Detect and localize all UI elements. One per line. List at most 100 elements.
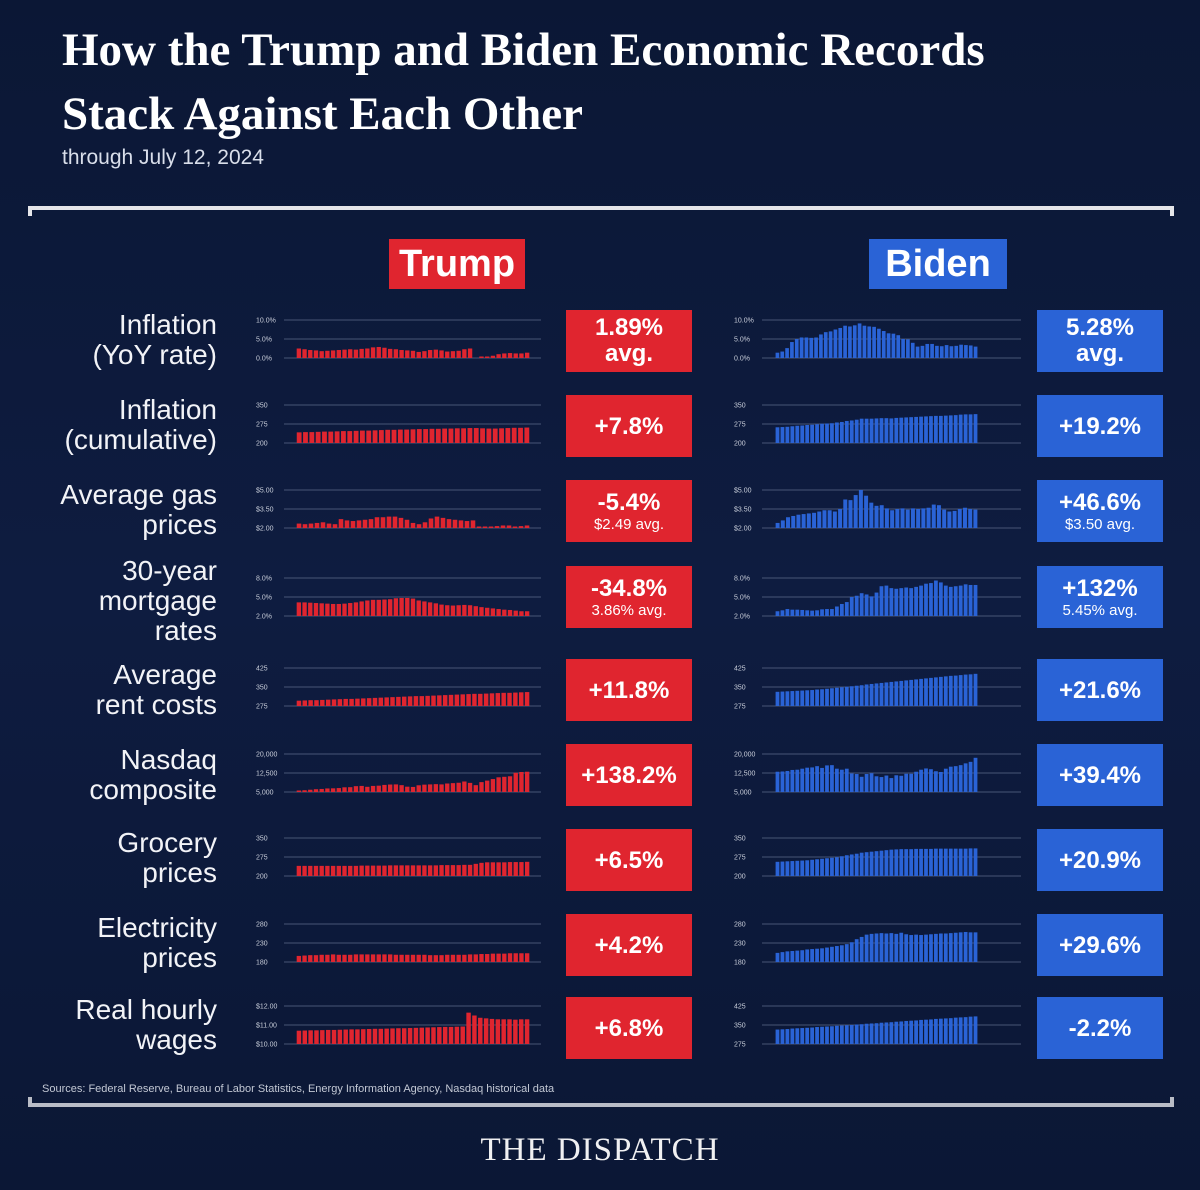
biden-average-note: 5.45% avg. <box>1062 602 1138 619</box>
chart-bar <box>929 677 933 706</box>
chart-bar <box>296 432 302 443</box>
chart-bar <box>815 1027 819 1044</box>
chart-bar <box>848 500 853 528</box>
chart-bar <box>820 1026 824 1044</box>
chart-bar <box>929 934 933 962</box>
chart-bar <box>442 1026 448 1044</box>
chart-bar <box>460 1026 465 1044</box>
chart-bar <box>496 354 501 358</box>
chart-bar <box>785 1029 790 1044</box>
trump-value-box: -34.8% 3.86% avg. <box>566 566 692 628</box>
tick-label: 275 <box>734 422 746 429</box>
chart-bar <box>355 698 360 706</box>
chart-bar <box>839 421 844 443</box>
chart-bar <box>524 692 530 706</box>
tick-label: $11.00 <box>256 1023 277 1030</box>
chart-bar <box>805 767 810 792</box>
biden-mini-chart: 350 275 200 <box>734 836 1021 881</box>
chart-bar <box>485 862 490 876</box>
chart-bar <box>439 955 444 962</box>
tick-label: 350 <box>734 403 746 410</box>
chart-bar <box>953 675 958 706</box>
chart-bar <box>524 427 530 443</box>
chart-bar <box>355 1029 360 1044</box>
chart-bar <box>422 784 427 792</box>
chart-bar <box>330 350 336 358</box>
chart-bar <box>924 416 928 443</box>
chart-bar <box>889 681 894 706</box>
chart-bar <box>378 430 384 443</box>
chart-bar <box>393 865 399 876</box>
biden-column-header: Biden <box>869 239 1007 289</box>
chart-bar <box>810 424 815 443</box>
chart-bar <box>914 934 918 962</box>
chart-bar <box>805 860 810 876</box>
chart-bar <box>452 519 458 528</box>
chart-bar <box>399 785 404 792</box>
chart-bar <box>775 611 780 616</box>
chart-bar <box>815 859 819 876</box>
chart-bar <box>416 785 421 792</box>
trump-mini-chart: 8.0% 5.0% 2.0% <box>256 576 541 621</box>
chart-bar <box>916 509 921 528</box>
chart-bar <box>485 607 490 616</box>
chart-bar <box>313 789 319 792</box>
chart-bar <box>864 594 869 616</box>
chart-bar <box>433 603 438 616</box>
chart-bar <box>948 933 953 962</box>
chart-bar <box>302 602 307 616</box>
chart-bar <box>822 510 827 528</box>
chart-bar <box>823 332 828 358</box>
chart-bar <box>397 429 403 443</box>
chart-bar <box>844 944 849 962</box>
chart-bar <box>775 1029 780 1044</box>
tick-label: $2.00 <box>734 526 752 533</box>
chart-bar <box>889 933 894 962</box>
chart-bar <box>494 526 500 528</box>
tick-label: 12,500 <box>256 771 278 778</box>
chart-bar <box>810 859 815 876</box>
chart-bar <box>513 353 518 358</box>
chart-bar <box>810 949 815 962</box>
chart-bar <box>780 351 785 358</box>
chart-bar <box>954 345 959 358</box>
chart-bar <box>780 610 785 616</box>
trump-value-box: +6.8% <box>566 997 692 1059</box>
chart-bar <box>302 790 307 792</box>
chart-bar <box>958 932 963 962</box>
chart-bar <box>943 676 948 706</box>
chart-bar <box>502 776 507 792</box>
chart-bar <box>894 775 899 792</box>
chart-bar <box>372 697 378 706</box>
chart-bar <box>825 765 829 792</box>
chart-bar <box>948 675 953 706</box>
chart-bar <box>399 865 404 876</box>
chart-bar <box>362 519 368 528</box>
chart-bar <box>835 1025 839 1044</box>
chart-bar <box>402 1028 407 1044</box>
chart-bar <box>359 348 364 358</box>
trump-value-box: +138.2% <box>566 744 692 806</box>
chart-bar <box>915 346 920 358</box>
chart-bar <box>958 765 963 792</box>
chart-bar <box>904 1020 909 1044</box>
chart-bar <box>519 611 524 616</box>
trump-value-box: +7.8% <box>566 395 692 457</box>
chart-bar <box>483 693 489 706</box>
trump-value-box: 1.89% avg. <box>566 310 692 372</box>
chart-bar <box>904 680 909 706</box>
biden-value-box: +132% 5.45% avg. <box>1037 566 1163 628</box>
chart-bar <box>889 1022 894 1044</box>
chart-bar <box>524 771 530 792</box>
chart-bar <box>359 954 364 962</box>
chart-bar <box>869 1023 874 1044</box>
chart-bar <box>825 688 829 706</box>
chart-bar <box>862 325 867 358</box>
chart-bar <box>949 346 954 358</box>
chart-bar <box>325 1029 331 1044</box>
chart-bar <box>785 348 789 358</box>
chart-bar <box>513 953 518 962</box>
trump-change-value: +7.8% <box>594 412 664 440</box>
chart-bar <box>968 932 973 962</box>
chart-bar <box>328 431 334 443</box>
